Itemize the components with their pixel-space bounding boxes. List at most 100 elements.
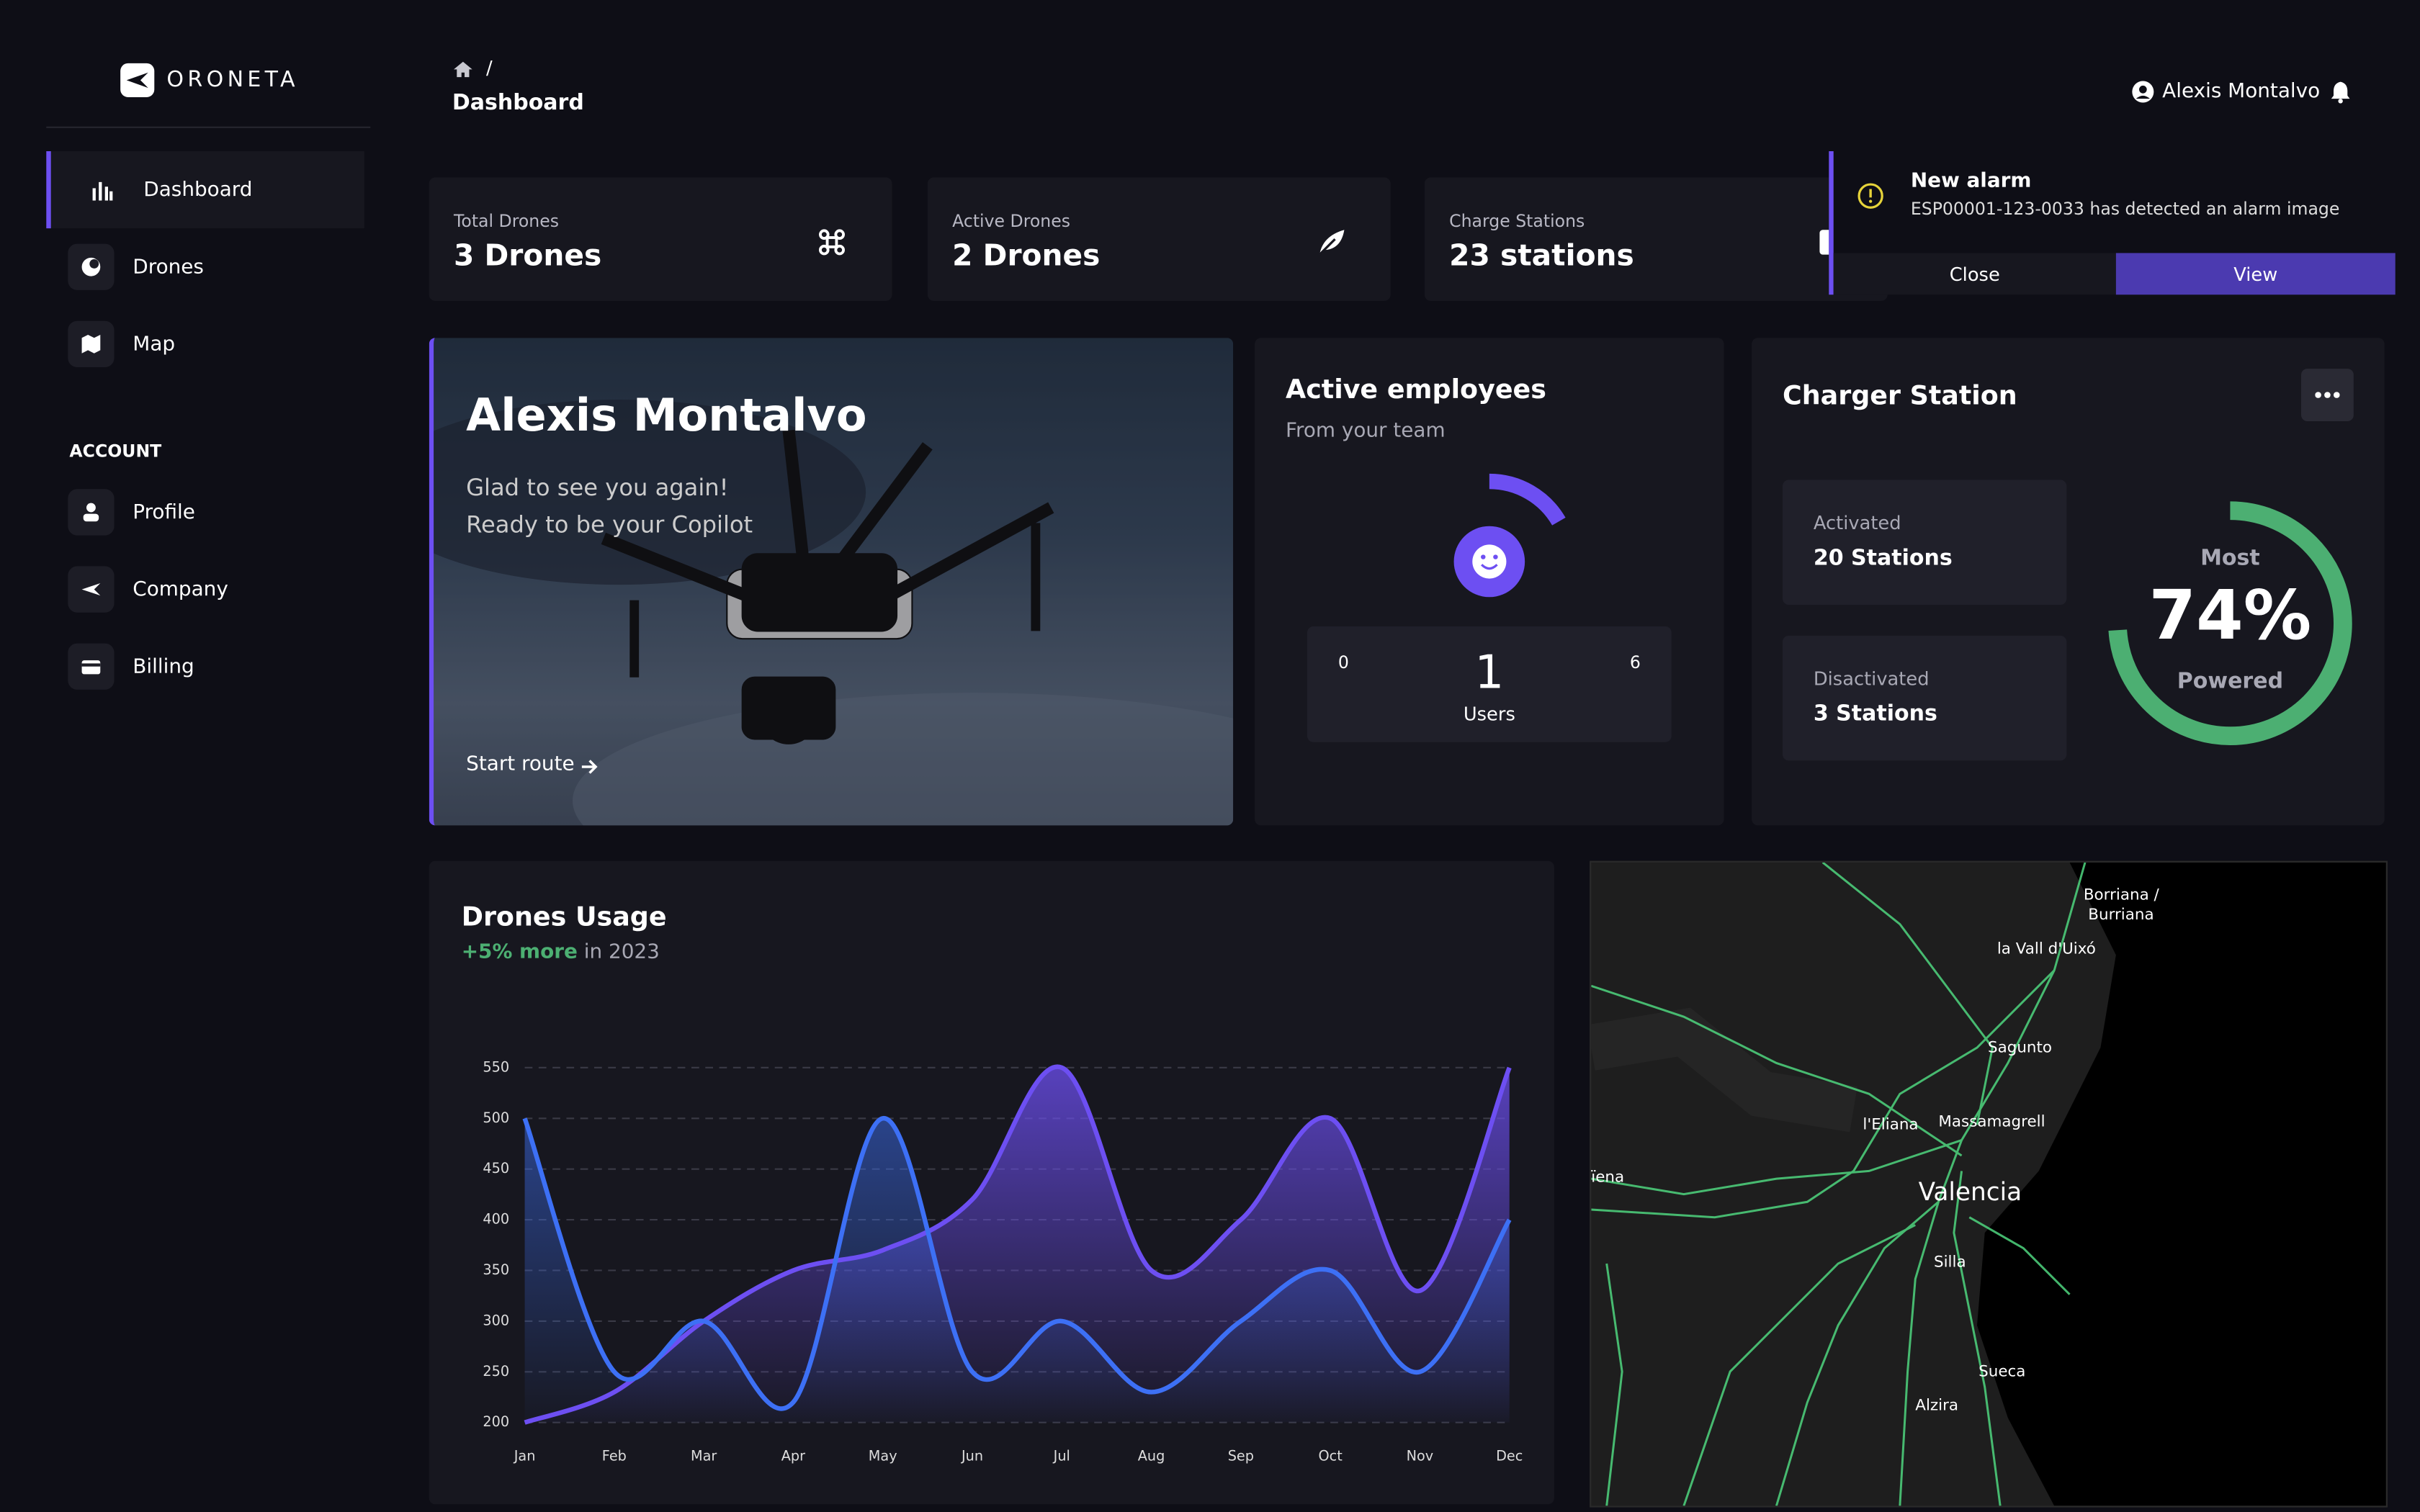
y-tick-label: 500 [483,1110,509,1126]
box-value: 3 Stations [1813,701,1937,727]
x-tick-label: Sep [1228,1447,1254,1464]
box-value: 20 Stations [1813,546,1953,571]
charger-card: Charger Station Activated 20 Stations Di… [1752,338,2385,826]
nav-item[interactable]: Billing [46,628,359,705]
stat-icon [1319,230,1345,256]
x-tick-label: May [869,1447,897,1464]
activated-box: Activated 20 Stations [1783,480,2067,605]
map[interactable]: Borriana / Burriana la Vall d'Uixó Sagun… [1590,860,2388,1508]
x-tick-label: Dec [1496,1447,1523,1464]
card-title: Active employees [1286,374,1546,406]
range-min: 0 [1337,652,1349,673]
x-tick-label: Nov [1407,1447,1434,1464]
x-tick-label: Jul [1053,1447,1070,1464]
users-box: 0 6 1 Users [1307,626,1672,742]
place-label: ïena [1591,1169,1625,1187]
stat-icon [818,229,845,256]
user-name[interactable]: Alexis Montalvo [2162,80,2321,104]
brand: ORONETA [166,68,299,93]
bell-icon[interactable] [2331,80,2351,104]
card-title: Charger Station [1783,381,2017,413]
subtitle-rest: in 2023 [583,941,660,965]
more-button[interactable] [2301,369,2354,421]
welcome-line: Ready to be your Copilot [466,510,753,539]
alert-message: ESP00001-123-0033 has detected an alarm … [1910,199,2340,220]
stat-card: Charge Stations 23 stations [1424,177,1888,301]
stat-value: 2 Drones [952,239,1101,274]
box-label: Activated [1813,512,1901,534]
user-icon[interactable] [2131,80,2154,103]
stat-label: Active Drones [952,211,1071,232]
place-label: Silla [1934,1254,1966,1272]
power-ring [2108,501,2352,745]
subtitle-highlight: +5% more [461,941,578,965]
chart-title: Drones Usage [461,902,667,934]
divider [46,126,371,128]
nav-icon [68,566,115,613]
box-label: Disactivated [1813,667,1930,690]
place-label: Sagunto [1988,1040,2053,1057]
place-label: Borriana / [2083,887,2159,904]
users-unit: Users [1463,703,1515,726]
employees-arc [1489,473,1566,526]
nav-icon [68,320,115,367]
stat-value: 3 Drones [454,239,602,274]
users-value: 1 [1474,646,1505,701]
nav-label: Company [133,577,228,601]
welcome-card: Alexis Montalvo Glad to see you again! R… [429,338,1234,826]
home-icon[interactable] [452,60,474,79]
area-fill [524,1118,1510,1423]
line-series [524,1064,1512,1425]
place-label: Burriana [2088,907,2154,924]
nav-item[interactable]: Dashboard [46,151,364,229]
alert-title: New alarm [1910,169,2032,193]
line-series [522,1116,1512,1411]
stat-value: 23 stations [1449,239,1634,274]
x-tick-label: Aug [1138,1447,1165,1464]
close-button[interactable]: Close [1833,253,2116,295]
power-gauge [2108,501,2352,745]
nav-label: Billing [133,654,194,678]
map-layer [1591,862,2386,1506]
place-label: Alzira [1915,1398,1959,1415]
place-label: Sueca [1978,1364,2026,1381]
nav-item[interactable]: Company [46,551,359,628]
nav-item[interactable]: Drones [46,228,359,305]
logo-icon [126,72,148,89]
start-route[interactable]: Start route [466,752,575,776]
employees-gauge [1453,473,1566,598]
deactivated-box: Disactivated 3 Stations [1783,635,2067,761]
nav-icon [79,166,125,212]
x-tick-label: Mar [691,1447,717,1464]
stat-label: Total Drones [454,211,560,232]
nav-icon [68,643,115,690]
nav-item[interactable]: Profile [46,474,359,551]
logo [120,63,155,97]
y-tick-label: 250 [483,1363,509,1380]
x-tick-label: Oct [1318,1447,1343,1464]
nav-icon [68,243,115,290]
view-button[interactable]: View [2115,253,2396,295]
range-max: 6 [1629,652,1641,673]
drone-image [434,338,1234,826]
alert: New alarm ESP00001-123-0033 has detected… [1829,151,2396,295]
x-tick-label: Feb [602,1447,627,1464]
nav-label: Map [133,332,176,356]
chart-subtitle: +5% more in 2023 [462,941,660,964]
y-tick-label: 550 [483,1058,509,1075]
gauge-value: 74% [2148,577,2312,656]
gauge-bottom: Powered [2177,670,2284,695]
employees-card: Active employees From your team 0 6 1 Us… [1255,338,1724,826]
place-label: l'Eliana [1863,1117,1919,1134]
arrow-icon[interactable] [581,757,599,776]
page-title: Dashboard [452,91,584,116]
place-label: Massamagrell [1938,1114,2045,1131]
y-tick-label: 200 [483,1413,509,1430]
x-tick-label: Jan [514,1447,536,1464]
breadcrumb: / [486,57,493,79]
nav-item[interactable]: Map [46,305,359,382]
x-tick-label: Apr [781,1447,805,1464]
nav-label: Drones [133,255,204,279]
